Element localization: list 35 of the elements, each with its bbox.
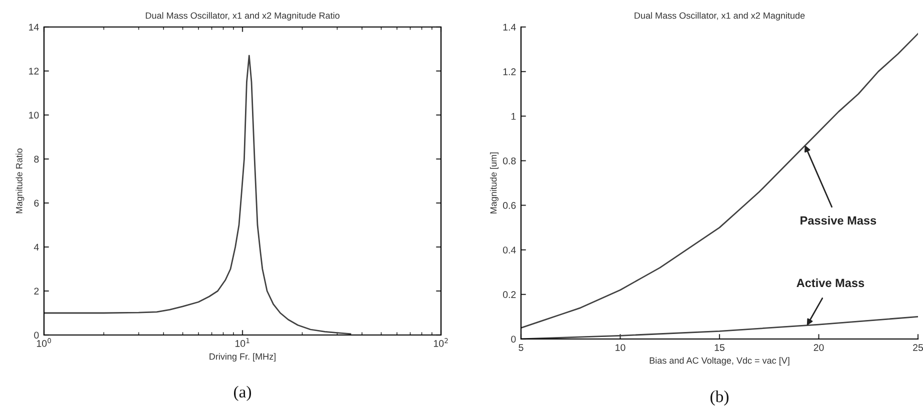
chart-title: Dual Mass Oscillator, x1 and x2 Magnitude [634,12,805,21]
y-tick-label: 14 [29,24,39,31]
x-tick-label: 25 [913,344,923,351]
y-axis-title: Magnitude Ratio [16,148,24,214]
y-tick-label: 0.4 [503,246,516,254]
y-tick-label: 10 [29,112,39,119]
x-axis-title: Bias and AC Voltage, Vdc = vac [V] [650,357,790,366]
y-tick-label: 4 [34,244,39,251]
x-tick-label: 10$^{0}$ [36,338,52,347]
line-series [521,32,918,329]
text: (b) [710,390,728,406]
text: (a) [234,386,252,401]
y-tick-label: 2 [34,288,39,295]
y-tick-label: 1.4 [503,24,516,31]
annotation: Passive Mass [800,216,876,225]
y-axis-title: Magnitude [um] [490,152,498,214]
y-tick-label: 12 [29,68,39,75]
y-tick-label: 0.2 [503,291,516,298]
x-tick-label: 20 [814,344,824,351]
y-tick-label: 1 [511,112,516,120]
x-axis-title: Driving Fr. [MHz] [210,353,276,362]
y-tick-label: 0.8 [503,157,516,164]
y-tick-label: 0 [511,336,516,343]
x-tick-label: 5 [518,344,524,351]
y-tick-label: 0.6 [503,202,516,209]
y-tick-label: 1.2 [503,68,516,76]
x-tick-label: 10 [616,344,626,351]
x-tick-label: 10$^{1}$ [235,338,250,347]
y-tick-label: 0 [34,332,39,339]
x-tick-label: 10$^{2}$ [434,338,448,347]
x-tick-label: 15 [714,344,724,351]
y-tick-label: 8 [34,156,39,163]
y-tick-label: 6 [34,200,39,207]
annotation: Active Mass [796,278,864,288]
chart-title: Dual Mass Oscillator, x1 and x2 Magnitude Ratio [146,12,340,21]
